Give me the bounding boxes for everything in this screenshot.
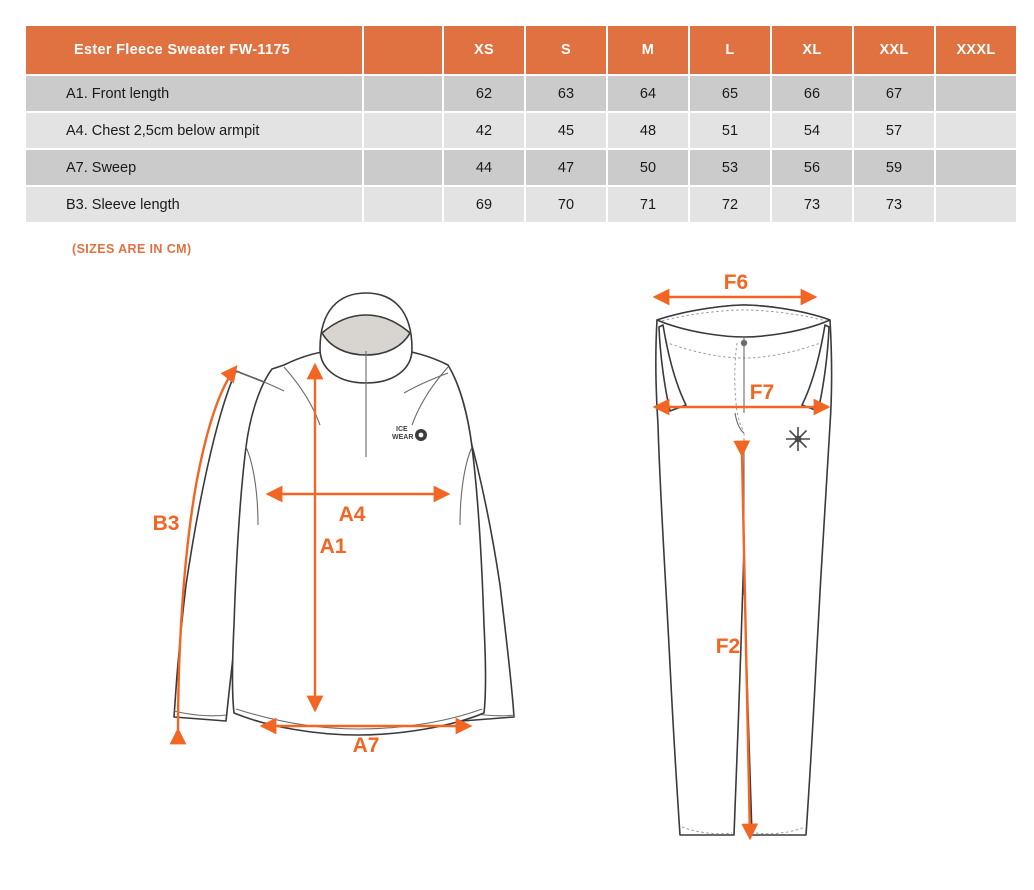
value-cell-s: 70 xyxy=(526,187,606,222)
measurement-arrow-a7: A7 xyxy=(259,717,473,757)
value-cell-xs: 44 xyxy=(444,150,524,185)
product-title-header: Ester Fleece Sweater FW-1175 xyxy=(26,26,362,74)
value-cell-xl: 54 xyxy=(772,113,852,148)
measurement-label-a4: A4 xyxy=(339,503,366,526)
value-cell-xxxl xyxy=(936,150,1016,185)
measurement-label: A1. Front length xyxy=(26,76,362,111)
spacer-cell xyxy=(364,113,442,148)
measurement-label-a7: A7 xyxy=(353,734,380,757)
measurement-label-b3: B3 xyxy=(153,512,180,535)
value-cell-xxxl xyxy=(936,113,1016,148)
brand-emblem-inner-icon xyxy=(418,432,424,438)
measurement-arrow-a1: A1 xyxy=(306,362,347,713)
sweater-illustration: ICE WEAR A4 A1 A7 xyxy=(153,292,515,757)
value-cell-s: 45 xyxy=(526,113,606,148)
size-header-xxl: XXL xyxy=(854,26,934,74)
value-cell-xxl: 67 xyxy=(854,76,934,111)
value-cell-xxl: 59 xyxy=(854,150,934,185)
size-header-xs: XS xyxy=(444,26,524,74)
measurement-arrow-f2: F2 xyxy=(716,440,759,841)
value-cell-l: 72 xyxy=(690,187,770,222)
table-body: A1. Front length 62 63 64 65 66 67 A4. C… xyxy=(26,76,1016,222)
value-cell-xs: 69 xyxy=(444,187,524,222)
measurement-label-f7: F7 xyxy=(750,381,775,404)
brand-logo: ICE WEAR xyxy=(392,426,427,441)
value-cell-l: 53 xyxy=(690,150,770,185)
value-cell-s: 63 xyxy=(526,76,606,111)
snowflake-icon xyxy=(786,427,810,451)
size-header-xxxl: XXXL xyxy=(936,26,1016,74)
value-cell-xxxl xyxy=(936,76,1016,111)
value-cell-xxl: 73 xyxy=(854,187,934,222)
value-cell-xs: 42 xyxy=(444,113,524,148)
measurement-arrow-a4: A4 xyxy=(265,485,451,526)
value-cell-l: 65 xyxy=(690,76,770,111)
size-header-s: S xyxy=(526,26,606,74)
value-cell-xl: 66 xyxy=(772,76,852,111)
value-cell-l: 51 xyxy=(690,113,770,148)
size-header-l: L xyxy=(690,26,770,74)
spacer-cell xyxy=(364,187,442,222)
value-cell-xl: 73 xyxy=(772,187,852,222)
value-cell-m: 48 xyxy=(608,113,688,148)
brand-logo-line1: ICE xyxy=(396,426,408,433)
units-note: (SIZES ARE IN CM) xyxy=(72,242,192,256)
measurement-label: B3. Sleeve length xyxy=(26,187,362,222)
value-cell-s: 47 xyxy=(526,150,606,185)
measurement-label-a1: A1 xyxy=(320,535,347,558)
diagram-area: ICE WEAR A4 A1 A7 xyxy=(0,265,1034,885)
measurement-label-f6: F6 xyxy=(724,271,749,294)
table-row: A1. Front length 62 63 64 65 66 67 xyxy=(26,76,1016,111)
size-chart-table: Ester Fleece Sweater FW-1175 XS S M L XL… xyxy=(24,24,1018,224)
table-row: A7. Sweep 44 47 50 53 56 59 xyxy=(26,150,1016,185)
size-header-xl: XL xyxy=(772,26,852,74)
table-header-row: Ester Fleece Sweater FW-1175 XS S M L XL… xyxy=(26,26,1016,74)
measurement-arrow-b3: B3 xyxy=(153,365,238,745)
value-cell-xxl: 57 xyxy=(854,113,934,148)
value-cell-xxxl xyxy=(936,187,1016,222)
pants-illustration: F6 F7 F2 xyxy=(652,271,833,841)
measurement-label-f2: F2 xyxy=(716,635,741,658)
measurement-arrow-f6: F6 xyxy=(652,271,818,306)
brand-logo-line2: WEAR xyxy=(392,434,413,441)
measurement-arrow-f7: F7 xyxy=(652,381,831,416)
value-cell-m: 50 xyxy=(608,150,688,185)
value-cell-m: 64 xyxy=(608,76,688,111)
size-header-m: M xyxy=(608,26,688,74)
spacer-cell xyxy=(364,76,442,111)
spacer-column-header xyxy=(364,26,442,74)
value-cell-xs: 62 xyxy=(444,76,524,111)
measurement-label: A7. Sweep xyxy=(26,150,362,185)
measurement-label: A4. Chest 2,5cm below armpit xyxy=(26,113,362,148)
value-cell-m: 71 xyxy=(608,187,688,222)
pants-button-icon xyxy=(740,339,748,347)
value-cell-xl: 56 xyxy=(772,150,852,185)
table-row: B3. Sleeve length 69 70 71 72 73 73 xyxy=(26,187,1016,222)
table-row: A4. Chest 2,5cm below armpit 42 45 48 51… xyxy=(26,113,1016,148)
spacer-cell xyxy=(364,150,442,185)
table-header: Ester Fleece Sweater FW-1175 XS S M L XL… xyxy=(26,26,1016,74)
